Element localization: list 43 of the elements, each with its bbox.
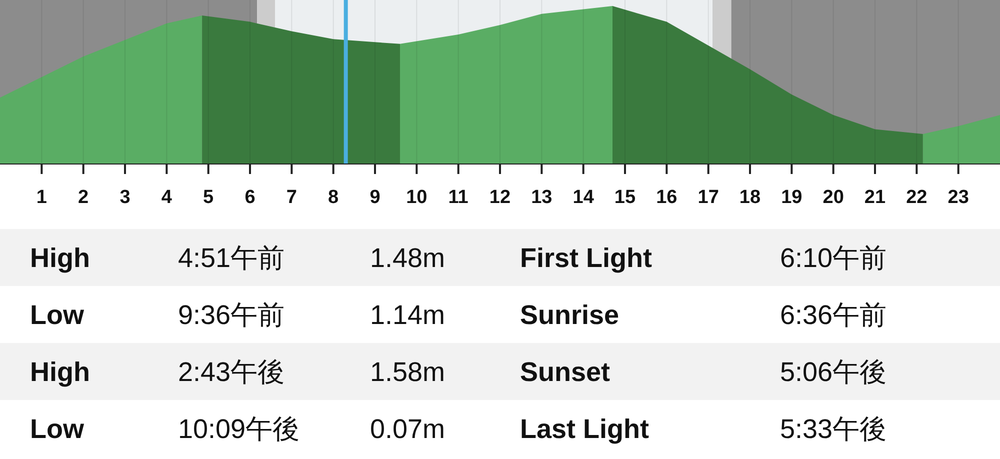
x-tick-label: 19: [781, 187, 802, 208]
text: High: [30, 243, 90, 273]
x-tick-label: 2: [78, 187, 89, 208]
x-tick-label: 5: [203, 187, 214, 208]
text: Sunrise: [520, 300, 620, 330]
x-tick-label: 21: [864, 187, 886, 208]
text: 1.58m: [370, 357, 446, 387]
x-tick-label: 22: [906, 187, 928, 208]
x-tick-label: 11: [448, 187, 469, 208]
x-tick-label: 15: [614, 187, 636, 208]
text: 0.07m: [370, 414, 446, 444]
text: 6:10午前: [780, 243, 887, 273]
x-tick-label: 4: [161, 187, 172, 208]
x-tick-label: 3: [120, 187, 130, 208]
text: 6:36午前: [780, 300, 887, 330]
x-tick-label: 1: [36, 187, 48, 208]
text: Sunset: [520, 357, 610, 387]
text: High: [30, 357, 90, 387]
text: 1.14m: [370, 300, 446, 330]
x-tick-label: 17: [698, 187, 719, 208]
x-tick-label: 18: [739, 187, 761, 208]
text: Last Light: [520, 414, 649, 444]
x-tick-label: 9: [370, 187, 380, 208]
text: Low: [30, 414, 85, 444]
text: 2:43午後: [178, 357, 285, 387]
text: 5:33午後: [780, 414, 887, 444]
x-tick-label: 10: [406, 187, 428, 208]
text: 9:36午前: [178, 300, 285, 330]
x-tick-label: 23: [948, 187, 969, 208]
text: 10:09午後: [178, 414, 300, 444]
x-tick-label: 12: [489, 187, 511, 208]
text: First Light: [520, 243, 652, 273]
x-tick-label: 20: [822, 187, 844, 208]
x-tick-label: 8: [328, 187, 339, 208]
text: 5:06午後: [780, 357, 887, 387]
x-tick-label: 6: [244, 187, 256, 208]
text: 4:51午前: [178, 243, 285, 273]
x-tick-label: 14: [572, 187, 594, 208]
x-tick-label: 7: [286, 187, 297, 208]
x-tick-label: 16: [656, 187, 678, 208]
text: Low: [30, 300, 85, 330]
x-tick-label: 13: [531, 187, 552, 208]
text: 1.48m: [370, 243, 446, 273]
